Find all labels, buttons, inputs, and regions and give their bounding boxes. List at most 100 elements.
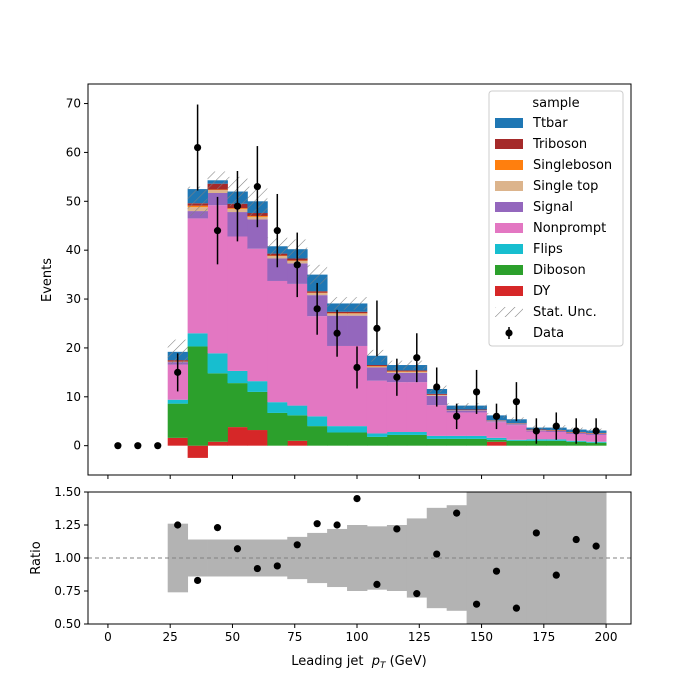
ratio-point-6 [293, 541, 301, 549]
ratio-band-bin-20 [566, 492, 587, 624]
legend-swatch-single-top [495, 181, 523, 191]
ratio-point-1 [193, 576, 202, 585]
ratio-point-8 [333, 521, 341, 529]
x-tick-label-5: 125 [408, 630, 431, 644]
legend-swatch-triboson [495, 139, 523, 149]
legend-label-singleboson: Singleboson [533, 158, 612, 173]
legend-swatch-data [505, 329, 513, 337]
ratio-point-13 [433, 550, 441, 558]
y-tick-label-7: 70 [66, 97, 81, 111]
legend-label-nonprompt: Nonprompt [533, 221, 606, 236]
data-point-23 [572, 427, 580, 435]
ratio-point-3 [233, 545, 242, 553]
bar-dy-bin-0 [167, 437, 189, 446]
stat-unc-bin-8 [327, 297, 348, 310]
data-point-5 [213, 227, 222, 235]
y-tick-label-3: 30 [66, 292, 81, 306]
data-point-21 [532, 427, 540, 435]
ratio-y-tick-label-2: 1.00 [54, 551, 81, 565]
bar-nonprompt-bin-5 [267, 280, 288, 403]
bar-diboson-bin-15 [466, 438, 487, 446]
bar-flips-bin-0 [167, 399, 189, 404]
legend-swatch-dy [495, 286, 523, 296]
bar-flips-bin-9 [347, 426, 368, 433]
bar-nonprompt-bin-11 [386, 382, 408, 432]
bar-flips-bin-2 [207, 353, 228, 374]
stat-unc-bin-2 [207, 171, 228, 190]
main-plot-area [114, 104, 607, 458]
ratio-point-4 [253, 564, 261, 573]
legend-label-ttbar: Ttbar [532, 116, 568, 131]
bar-nonprompt-bin-10 [366, 380, 388, 434]
bar-single-top-bin-9 [347, 313, 368, 316]
x-tick-label-3: 75 [287, 630, 302, 644]
bar-diboson-bin-7 [307, 426, 328, 446]
legend-label-dy: DY [533, 284, 550, 299]
data-point-13 [373, 324, 381, 332]
data-point-8 [273, 227, 281, 235]
y-axis-label-events: Events [40, 258, 55, 302]
bar-diboson-bin-16 [486, 439, 507, 442]
bar-nonprompt-bin-3 [227, 236, 248, 371]
bar-flips-bin-14 [446, 435, 468, 439]
bar-diboson-bin-8 [327, 432, 348, 446]
bar-nonprompt-bin-8 [327, 345, 348, 427]
bar-signal-bin-4 [247, 219, 268, 249]
bar-single-top-bin-10 [366, 366, 388, 368]
bar-nonprompt-bin-2 [207, 205, 228, 354]
bar-nonprompt-bin-4 [247, 248, 268, 382]
bar-diboson-bin-4 [247, 391, 268, 431]
stat-unc-bin-0 [167, 339, 188, 365]
ratio-point-21 [592, 542, 600, 550]
ratio-point-0 [174, 521, 182, 529]
bar-flips-bin-11 [386, 431, 408, 435]
x-tick-label-4: 100 [346, 630, 369, 644]
ratio-y-tick-label-1: 0.75 [54, 584, 81, 598]
stat-unc-bin-9 [347, 297, 367, 310]
ratio-band-bin-7 [307, 532, 328, 584]
bar-diboson-bin-10 [366, 436, 388, 446]
bar-nonprompt-bin-6 [287, 283, 308, 406]
ratio-band-bin-8 [327, 528, 348, 588]
x-tick-label-1: 25 [163, 630, 178, 644]
ratio-band-bin-21 [586, 492, 607, 624]
bar-nonprompt-bin-17 [506, 425, 527, 440]
bar-flips-bin-4 [247, 381, 268, 392]
legend-title: sample [532, 96, 579, 111]
ratio-band-bin-14 [446, 505, 468, 611]
bar-diboson-bin-5 [267, 412, 288, 446]
ratio-plot-axes: 0 25 50 75 100 125 150 175 200 0.50 0.75 1.00 1.25 1.… [54, 485, 617, 644]
data-point-7 [253, 183, 261, 191]
x-tick-label-7: 175 [532, 630, 555, 644]
bar-diboson-bin-21 [586, 442, 607, 446]
bar-dy-bin-6 [287, 440, 308, 446]
bar-signal-bin-5 [267, 258, 288, 281]
ratio-point-20 [572, 535, 580, 544]
legend: sample Ttbar Triboson Singleboson Single to… [488, 90, 624, 347]
bar-diboson-bin-0 [167, 403, 189, 438]
legend-frame [488, 90, 624, 347]
ratio-point-5 [273, 562, 281, 570]
data-point-15 [413, 354, 421, 362]
ratio-band-bin-19 [546, 492, 567, 624]
data-point-9 [293, 261, 301, 269]
bar-diboson-bin-17 [506, 440, 527, 446]
bar-single-top-bin-2 [207, 190, 228, 193]
legend-label-data: Data [533, 326, 564, 341]
bar-signal-bin-10 [366, 367, 388, 381]
stat-unc-bin-1 [187, 186, 208, 216]
data-point-24 [592, 427, 600, 435]
y-tick-label-5: 50 [66, 194, 81, 208]
bar-flips-bin-16 [486, 437, 507, 440]
bar-dy-bin-16 [486, 441, 507, 446]
bar-diboson-bin-9 [347, 432, 368, 446]
y-axis-label-ratio: Ratio [29, 541, 44, 574]
bar-flips-bin-7 [307, 416, 328, 427]
x-tick-label-2: 50 [225, 630, 240, 644]
bar-signal-bin-9 [347, 315, 368, 346]
legend-swatch-flips [495, 244, 523, 254]
legend-swatch-singleboson [495, 160, 523, 170]
x-tick-label-6: 150 [470, 630, 493, 644]
data-point-11 [333, 329, 341, 337]
